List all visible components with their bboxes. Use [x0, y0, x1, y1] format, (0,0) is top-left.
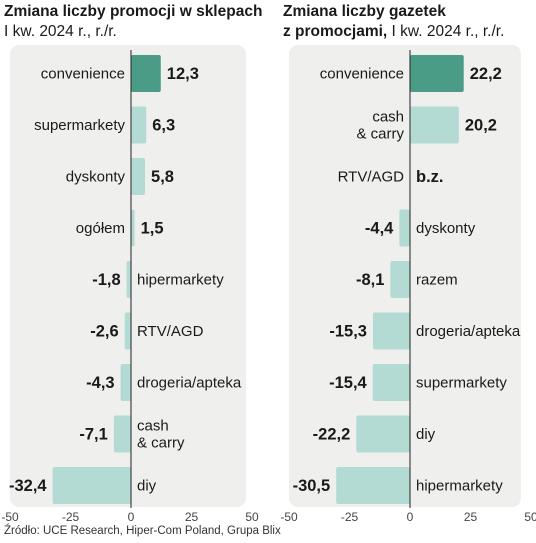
left-x-tick-4: 50	[245, 510, 259, 524]
right-category-label-1-line-1: & carry	[356, 126, 404, 143]
source-note: Źródło: UCE Research, Hiper-Com Poland, …	[4, 525, 281, 537]
right-bar-5	[372, 312, 410, 350]
left-category-label-0-line-0: convenience	[41, 66, 125, 83]
left-value-label-7: -7,1	[79, 425, 107, 443]
left-value-label-5: -2,6	[90, 322, 118, 340]
left-bar-7	[113, 415, 131, 453]
right-value-label-3: -4,4	[365, 219, 394, 237]
left-category-label-7-line-1: & carry	[137, 435, 185, 452]
right-value-label-8: -30,5	[293, 477, 331, 495]
right-category-label-5: drogeria/apteka	[416, 323, 521, 340]
left-value-label-2: 5,8	[151, 168, 174, 186]
right-bar-6	[372, 364, 410, 401]
left-bar-6	[120, 364, 131, 401]
left-category-label-0: convenience	[41, 66, 125, 83]
left-value-label-3: 1,5	[141, 219, 164, 237]
right-value-label-6: -15,4	[329, 374, 367, 392]
right-category-label-3-line-0: dyskonty	[416, 220, 476, 237]
left-bar-2	[131, 158, 146, 195]
left-category-label-5-line-0: RTV/AGD	[137, 323, 204, 340]
left-category-label-6: drogeria/apteka	[137, 375, 242, 392]
left-x-tick-0: -50	[1, 510, 19, 524]
right-category-label-8: hipermarkety	[416, 478, 503, 495]
left-category-label-2-line-0: dyskonty	[66, 169, 126, 186]
right-category-label-6: supermarkety	[416, 375, 507, 392]
right-value-label-1: 20,2	[465, 116, 497, 134]
right-category-label-2: RTV/AGD	[338, 169, 405, 186]
left-category-label-4-line-0: hipermarkety	[137, 272, 224, 289]
right-value-label-4: -8,1	[356, 271, 384, 289]
left-value-label-0: 12,3	[167, 65, 199, 83]
right-category-label-0-line-0: convenience	[320, 66, 404, 83]
right-x-tick-4: 50	[524, 510, 536, 524]
left-bar-0	[131, 55, 161, 92]
left-category-label-5: RTV/AGD	[137, 323, 204, 340]
left-category-label-3-line-0: ogółem	[76, 220, 125, 237]
left-category-label-2: dyskonty	[66, 169, 126, 186]
left-category-label-6-line-0: drogeria/apteka	[137, 375, 242, 392]
right-category-label-8-line-0: hipermarkety	[416, 478, 503, 495]
right-value-label-7: -22,2	[313, 425, 351, 443]
right-category-label-4: razem	[416, 272, 458, 289]
left-chart-title-block: Zmiana liczby promocji w sklepach I kw. …	[4, 2, 262, 42]
right-category-label-7-line-0: diy	[416, 426, 436, 443]
right-category-label-5-line-0: drogeria/apteka	[416, 323, 521, 340]
right-chart-title-block: Zmiana liczby gazetek z promocjami, I kw…	[283, 2, 504, 42]
right-category-label-1-line-0: cash	[372, 109, 404, 126]
left-category-label-7: cash & carry	[137, 418, 185, 452]
right-bar-4	[390, 261, 410, 298]
left-category-label-1: supermarkety	[34, 117, 125, 134]
left-bar-3	[131, 209, 135, 247]
right-category-label-7: diy	[416, 426, 436, 443]
left-value-label-6: -4,3	[86, 374, 114, 392]
right-category-label-3: dyskonty	[416, 220, 476, 237]
right-x-tick-1: -25	[341, 510, 359, 524]
left-bar-5	[124, 312, 131, 350]
right-value-label-0: 22,2	[470, 65, 502, 83]
right-chart-title-line2: z promocjami,	[283, 23, 388, 40]
right-value-label-2: b.z.	[416, 168, 444, 186]
right-category-label-0: convenience	[320, 66, 404, 83]
right-value-label-5: -15,3	[329, 322, 367, 340]
left-category-label-8-line-0: diy	[137, 478, 157, 495]
left-value-label-1: 6,3	[152, 116, 175, 134]
right-bar-3	[399, 209, 410, 247]
left-bar-4	[126, 261, 131, 298]
right-category-label-1: cash & carry	[356, 109, 404, 143]
right-chart-title: Zmiana liczby gazetek	[283, 3, 446, 20]
right-category-label-2-line-0: RTV/AGD	[338, 169, 405, 186]
left-value-label-4: -1,8	[92, 271, 120, 289]
right-bar-8	[336, 467, 410, 504]
left-category-label-4: hipermarkety	[137, 272, 224, 289]
right-x-tick-2: 0	[407, 510, 414, 524]
right-bar-0	[410, 55, 464, 92]
right-category-label-4-line-0: razem	[416, 272, 458, 289]
right-bar-7	[356, 415, 410, 453]
left-x-tick-1: -25	[62, 510, 80, 524]
left-x-tick-3: 25	[185, 510, 199, 524]
left-value-label-8: -32,4	[9, 477, 47, 495]
left-chart-title: Zmiana liczby promocji w sklepach	[4, 3, 263, 20]
left-category-label-8: diy	[137, 478, 157, 495]
left-category-label-1-line-0: supermarkety	[34, 117, 125, 134]
right-category-label-6-line-0: supermarkety	[416, 375, 507, 392]
right-chart-title-line2-row: z promocjami, I kw. 2024 r., r./r.	[283, 22, 504, 42]
right-bar-1	[410, 106, 459, 144]
left-category-label-7-line-0: cash	[137, 418, 169, 435]
right-x-tick-0: -50	[280, 510, 298, 524]
left-bar-8	[52, 467, 132, 504]
left-bar-1	[131, 106, 147, 144]
right-x-tick-3: 25	[464, 510, 478, 524]
left-x-tick-2: 0	[128, 510, 135, 524]
left-chart-subtitle: I kw. 2024 r., r./r.	[4, 23, 117, 40]
left-category-label-3: ogółem	[76, 220, 125, 237]
right-chart-subtitle: I kw. 2024 r., r./r.	[391, 23, 505, 40]
